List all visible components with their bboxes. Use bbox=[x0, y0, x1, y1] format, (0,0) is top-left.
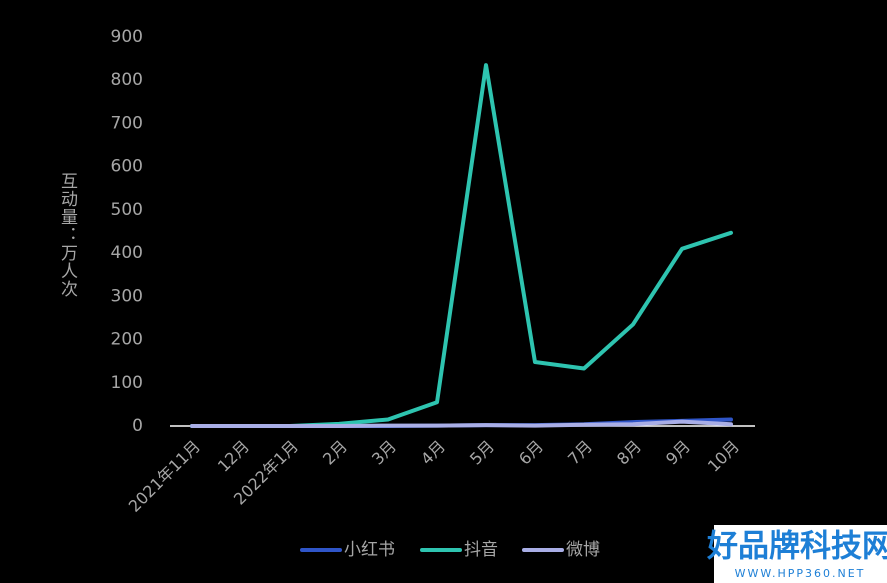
y-tick-label: 700 bbox=[111, 113, 143, 133]
y-tick-label: 800 bbox=[111, 70, 143, 90]
y-axis-title: 互动量：万人次 bbox=[57, 172, 78, 298]
series-line bbox=[190, 419, 733, 428]
legend-label: 抖音 bbox=[464, 540, 498, 560]
y-tick-label: 300 bbox=[111, 286, 143, 306]
legend-label: 小红书 bbox=[344, 540, 395, 560]
y-tick-label: 0 bbox=[132, 416, 143, 436]
y-tick-label: 500 bbox=[111, 200, 143, 220]
y-tick-label: 600 bbox=[111, 157, 143, 177]
watermark-url: WWW.HPP360.NET bbox=[735, 567, 866, 580]
legend-label: 微博 bbox=[566, 540, 600, 560]
watermark-box bbox=[714, 525, 887, 583]
y-tick-label: 100 bbox=[111, 373, 143, 393]
y-tick-label: 400 bbox=[111, 243, 143, 263]
watermark-title: 好品牌科技网 bbox=[706, 529, 887, 565]
y-tick-label: 200 bbox=[111, 330, 143, 350]
y-tick-label: 900 bbox=[111, 27, 143, 47]
